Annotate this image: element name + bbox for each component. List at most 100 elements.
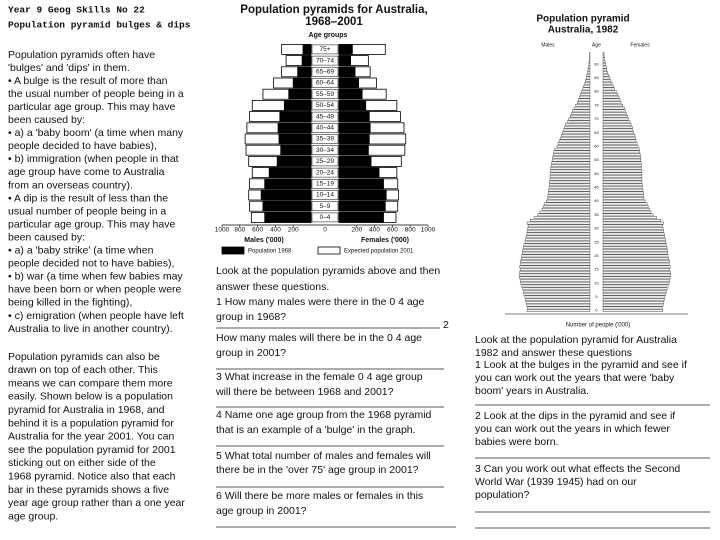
category-label: 60–64 bbox=[316, 80, 334, 87]
legend-swatch bbox=[317, 246, 341, 255]
question-line: babies were born. bbox=[475, 436, 558, 448]
bar bbox=[338, 122, 371, 134]
bar bbox=[523, 246, 591, 250]
bar bbox=[548, 186, 591, 189]
question-line: 5 What total number of males and females… bbox=[216, 450, 431, 462]
question-line: 3 What increase in the female 0 4 age gr… bbox=[216, 371, 423, 383]
bar bbox=[551, 158, 591, 162]
question-line: will there be between 1968 and 2001? bbox=[215, 386, 394, 398]
bar bbox=[602, 290, 667, 293]
bar bbox=[602, 136, 636, 140]
bar bbox=[338, 66, 356, 78]
bar bbox=[550, 164, 591, 167]
intro-line: • a) a 'baby strike' (a time when bbox=[8, 245, 154, 257]
question-line: group in 1968? bbox=[216, 311, 286, 323]
y-tick-label: 15 bbox=[594, 267, 599, 272]
note-line: drawn on top of each other. This bbox=[8, 364, 158, 376]
intro-line: particular age group. This may have bbox=[8, 218, 175, 230]
question-line: answer these questions. bbox=[216, 281, 329, 293]
x-tick-label: 400 bbox=[270, 227, 281, 234]
header-line: Year 9 Geog Skills No 22 bbox=[8, 5, 145, 16]
bar bbox=[602, 175, 643, 178]
bar bbox=[548, 188, 591, 192]
y-tick-label: 55 bbox=[594, 157, 599, 162]
bar bbox=[288, 88, 312, 100]
bar bbox=[602, 232, 665, 236]
category-box bbox=[311, 100, 339, 111]
question-line: 1982 and answer these questions bbox=[475, 347, 632, 359]
bar bbox=[541, 208, 591, 211]
bar bbox=[602, 139, 637, 143]
category-label: 45–49 bbox=[316, 113, 334, 120]
bar bbox=[519, 279, 591, 282]
bar bbox=[587, 71, 591, 74]
x-tick-label: 400 bbox=[369, 227, 380, 234]
bar bbox=[602, 150, 640, 154]
bar bbox=[524, 240, 591, 244]
bar bbox=[276, 155, 312, 167]
bar bbox=[519, 260, 591, 263]
intro-line: being killed in the fighting), bbox=[8, 297, 132, 309]
bar bbox=[268, 167, 312, 179]
note-line: Population pyramids can also be bbox=[8, 351, 160, 363]
note-line: sticking out on either side of the bbox=[8, 457, 156, 469]
bar bbox=[602, 101, 622, 104]
intro-line: • A dip is the result of less than the bbox=[8, 192, 168, 204]
note-line: year age group rather than a one year bbox=[8, 497, 185, 509]
note-line: easily. Shown below is a population bbox=[8, 391, 173, 403]
bar bbox=[338, 155, 372, 167]
bar bbox=[547, 194, 591, 198]
y-tick-label: 0 bbox=[595, 308, 598, 313]
legend-swatch bbox=[221, 246, 245, 255]
bar bbox=[584, 82, 591, 85]
intro-line: been caused by: bbox=[8, 114, 85, 126]
bar bbox=[550, 169, 591, 173]
bar bbox=[520, 281, 591, 285]
y-tick-label: 70 bbox=[594, 116, 599, 121]
bar bbox=[283, 100, 312, 111]
question-line: you can work out the years that were 'ba… bbox=[475, 372, 675, 384]
bar bbox=[519, 268, 591, 271]
bar bbox=[522, 287, 591, 291]
question-line: that is an example of a 'bulge' in the g… bbox=[216, 424, 416, 436]
bar bbox=[602, 153, 641, 156]
bar bbox=[523, 243, 591, 247]
bar bbox=[526, 221, 591, 225]
bar bbox=[587, 68, 591, 72]
bar bbox=[542, 205, 591, 208]
intro-line: particular age group. This may have bbox=[8, 101, 175, 113]
bar bbox=[602, 128, 634, 132]
bar bbox=[549, 177, 591, 181]
bar bbox=[602, 208, 650, 211]
question-line: 4 Name one age group from the 1968 pyram… bbox=[216, 409, 432, 421]
question-line: you can work out the years in which fewe… bbox=[475, 423, 670, 435]
bar bbox=[523, 292, 591, 296]
bar bbox=[602, 114, 628, 118]
bar bbox=[578, 98, 591, 102]
bar bbox=[602, 306, 663, 310]
bar bbox=[562, 131, 591, 135]
bar bbox=[539, 210, 591, 214]
category-label: 65–69 bbox=[316, 69, 334, 76]
bar bbox=[530, 218, 591, 222]
category-label: 25–29 bbox=[316, 158, 334, 165]
bar bbox=[527, 306, 591, 310]
intro-line: Australia to live in another country). bbox=[8, 323, 173, 335]
bar bbox=[582, 87, 591, 91]
bar bbox=[602, 183, 643, 187]
bar bbox=[572, 109, 591, 113]
bar bbox=[602, 73, 610, 77]
x-tick-label: 1000 bbox=[215, 227, 230, 234]
bar bbox=[521, 254, 591, 258]
bar bbox=[588, 60, 591, 63]
category-box bbox=[311, 55, 339, 66]
category-box bbox=[311, 201, 339, 211]
intro-line: people decided to have babies), bbox=[8, 140, 157, 152]
bar bbox=[537, 213, 591, 217]
question-line: boom' years in Australia. bbox=[475, 385, 589, 397]
x-tick-label: 200 bbox=[351, 227, 362, 234]
bar bbox=[262, 200, 312, 212]
y-tick-label: 60 bbox=[594, 143, 599, 148]
bar bbox=[579, 95, 591, 99]
